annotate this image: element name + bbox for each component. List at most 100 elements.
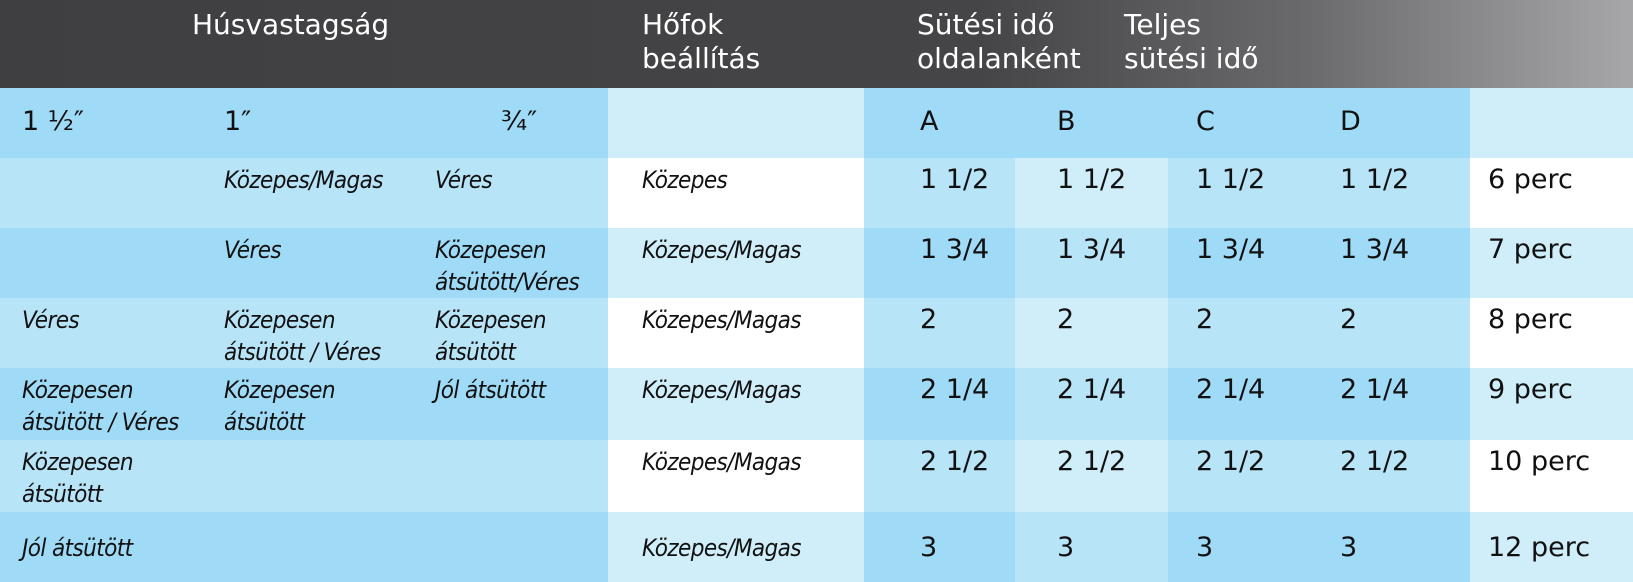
value-heat: Közepes/Magas [642, 236, 802, 264]
cell-time-c: 1 1/2 [1168, 158, 1318, 228]
value-thickness-1-5: Jól átsütött [22, 534, 133, 562]
cell-time-b: 2 1/2 [1015, 440, 1168, 512]
value-heat: Közepes/Magas [642, 376, 802, 404]
cell-thickness-3-4 [405, 440, 608, 512]
cell-time-d: 1 1/2 [1318, 158, 1470, 228]
value-heat: Közepes/Magas [642, 448, 802, 476]
cell-thickness-1: Közepes/Magas [202, 158, 405, 228]
cell-thickness-1 [202, 512, 405, 582]
cell-time-b: 2 1/4 [1015, 368, 1168, 440]
value-time-a: 1 3/4 [920, 234, 990, 265]
cell-thickness-1-5: Közepesen átsütött / Véres [0, 368, 202, 440]
subheader-label-thickness-1-5: 1 ½″ [22, 106, 85, 137]
subheader-label-time-b: B [1057, 106, 1076, 137]
value-thickness-3-4: Jól átsütött [435, 376, 546, 404]
cell-time-c: 1 3/4 [1168, 228, 1318, 298]
value-time-a: 2 1/4 [920, 374, 990, 405]
cell-thickness-3-4: Közepesen átsütött [405, 298, 608, 368]
cell-time-a: 2 [864, 298, 1015, 368]
value-time-b: 2 1/4 [1057, 374, 1127, 405]
value-time-b: 2 [1057, 304, 1075, 335]
header-heat: Hőfok beállítás [642, 8, 761, 75]
subheader-cell-thickness-3-4: ¾″ [405, 88, 608, 158]
cell-thickness-1-5: Véres [0, 298, 202, 368]
cell-thickness-3-4 [405, 512, 608, 582]
cell-heat: Közepes/Magas [608, 440, 864, 512]
value-time-a: 2 1/2 [920, 446, 990, 477]
value-thickness-1: Véres [224, 236, 282, 264]
value-time-a: 3 [920, 532, 938, 563]
value-time-d: 1 3/4 [1340, 234, 1410, 265]
cell-total: 8 perc [1470, 298, 1633, 368]
cell-time-b: 2 [1015, 298, 1168, 368]
value-time-b: 1 1/2 [1057, 164, 1127, 195]
value-total: 10 perc [1488, 446, 1591, 477]
header-total-time: Teljes sütési idő [1124, 8, 1259, 75]
subheader-cell-heat [608, 88, 864, 158]
value-thickness-3-4: Közepesen átsütött [435, 306, 547, 366]
cell-time-d: 2 1/2 [1318, 440, 1470, 512]
cell-time-a: 1 3/4 [864, 228, 1015, 298]
value-time-c: 2 1/2 [1196, 446, 1266, 477]
header-thickness: Húsvastagság [192, 8, 390, 41]
cell-time-c: 2 1/4 [1168, 368, 1318, 440]
header-per-side-time: Sütési idő oldalanként [917, 8, 1081, 75]
table-row: Közepesen átsütött Közepes/Magas 2 1/2 2 1/… [0, 440, 1633, 512]
table-row: Véres Közepesen átsütött/Véres Közepes/Mag… [0, 228, 1633, 298]
cell-total: 9 perc [1470, 368, 1633, 440]
subheader-label-time-d: D [1340, 106, 1361, 137]
subheader-cell-time-b: B [1015, 88, 1168, 158]
cell-total: 7 perc [1470, 228, 1633, 298]
value-time-c: 2 [1196, 304, 1214, 335]
value-thickness-1: Közepes/Magas [224, 166, 384, 194]
cell-thickness-3-4: Véres [405, 158, 608, 228]
value-time-c: 1 3/4 [1196, 234, 1266, 265]
cell-thickness-3-4: Jól átsütött [405, 368, 608, 440]
cell-time-a: 1 1/2 [864, 158, 1015, 228]
cell-thickness-3-4: Közepesen átsütött/Véres [405, 228, 608, 298]
value-thickness-3-4: Közepesen átsütött/Véres [435, 236, 580, 296]
cell-heat: Közepes/Magas [608, 368, 864, 440]
subheader-label-time-a: A [920, 106, 939, 137]
value-total: 12 perc [1488, 532, 1591, 563]
cell-time-d: 1 3/4 [1318, 228, 1470, 298]
subheader-cell-thickness-1-5: 1 ½″ [0, 88, 202, 158]
value-time-b: 1 3/4 [1057, 234, 1127, 265]
cell-heat: Közepes/Magas [608, 298, 864, 368]
table-row: Jól átsütött Közepes/Magas 3 3 3 3 12 perc [0, 512, 1633, 582]
table-row: Véres Közepesen átsütött / Véres Közepesen… [0, 298, 1633, 368]
cell-time-c: 3 [1168, 512, 1318, 582]
cell-time-c: 2 [1168, 298, 1318, 368]
subheader-cell-time-c: C [1168, 88, 1318, 158]
cell-thickness-1-5 [0, 228, 202, 298]
cell-heat: Közepes/Magas [608, 228, 864, 298]
value-time-d: 3 [1340, 532, 1358, 563]
value-total: 6 perc [1488, 164, 1573, 195]
cell-time-b: 1 3/4 [1015, 228, 1168, 298]
value-thickness-1: Közepesen átsütött [224, 376, 336, 436]
value-time-c: 1 1/2 [1196, 164, 1266, 195]
subheader-cell-total [1470, 88, 1633, 158]
value-heat: Közepes [642, 166, 728, 194]
subheader-label-time-c: C [1196, 106, 1215, 137]
value-heat: Közepes/Magas [642, 306, 802, 334]
subheader-label-thickness-3-4: ¾″ [501, 106, 538, 137]
cell-total: 12 perc [1470, 512, 1633, 582]
cell-total: 10 perc [1470, 440, 1633, 512]
value-time-a: 2 [920, 304, 938, 335]
subheader-label-thickness-1: 1″ [224, 106, 252, 137]
value-time-d: 2 [1340, 304, 1358, 335]
cell-thickness-1-5: Jól átsütött [0, 512, 202, 582]
subheader-cell-time-d: D [1318, 88, 1470, 158]
value-time-c: 3 [1196, 532, 1214, 563]
value-heat: Közepes/Magas [642, 534, 802, 562]
value-total: 8 perc [1488, 304, 1573, 335]
value-thickness-1: Közepesen átsütött / Véres [224, 306, 381, 366]
cell-time-b: 1 1/2 [1015, 158, 1168, 228]
value-time-b: 2 1/2 [1057, 446, 1127, 477]
cell-time-b: 3 [1015, 512, 1168, 582]
cell-time-d: 2 [1318, 298, 1470, 368]
cell-total: 6 perc [1470, 158, 1633, 228]
value-thickness-3-4: Véres [435, 166, 493, 194]
